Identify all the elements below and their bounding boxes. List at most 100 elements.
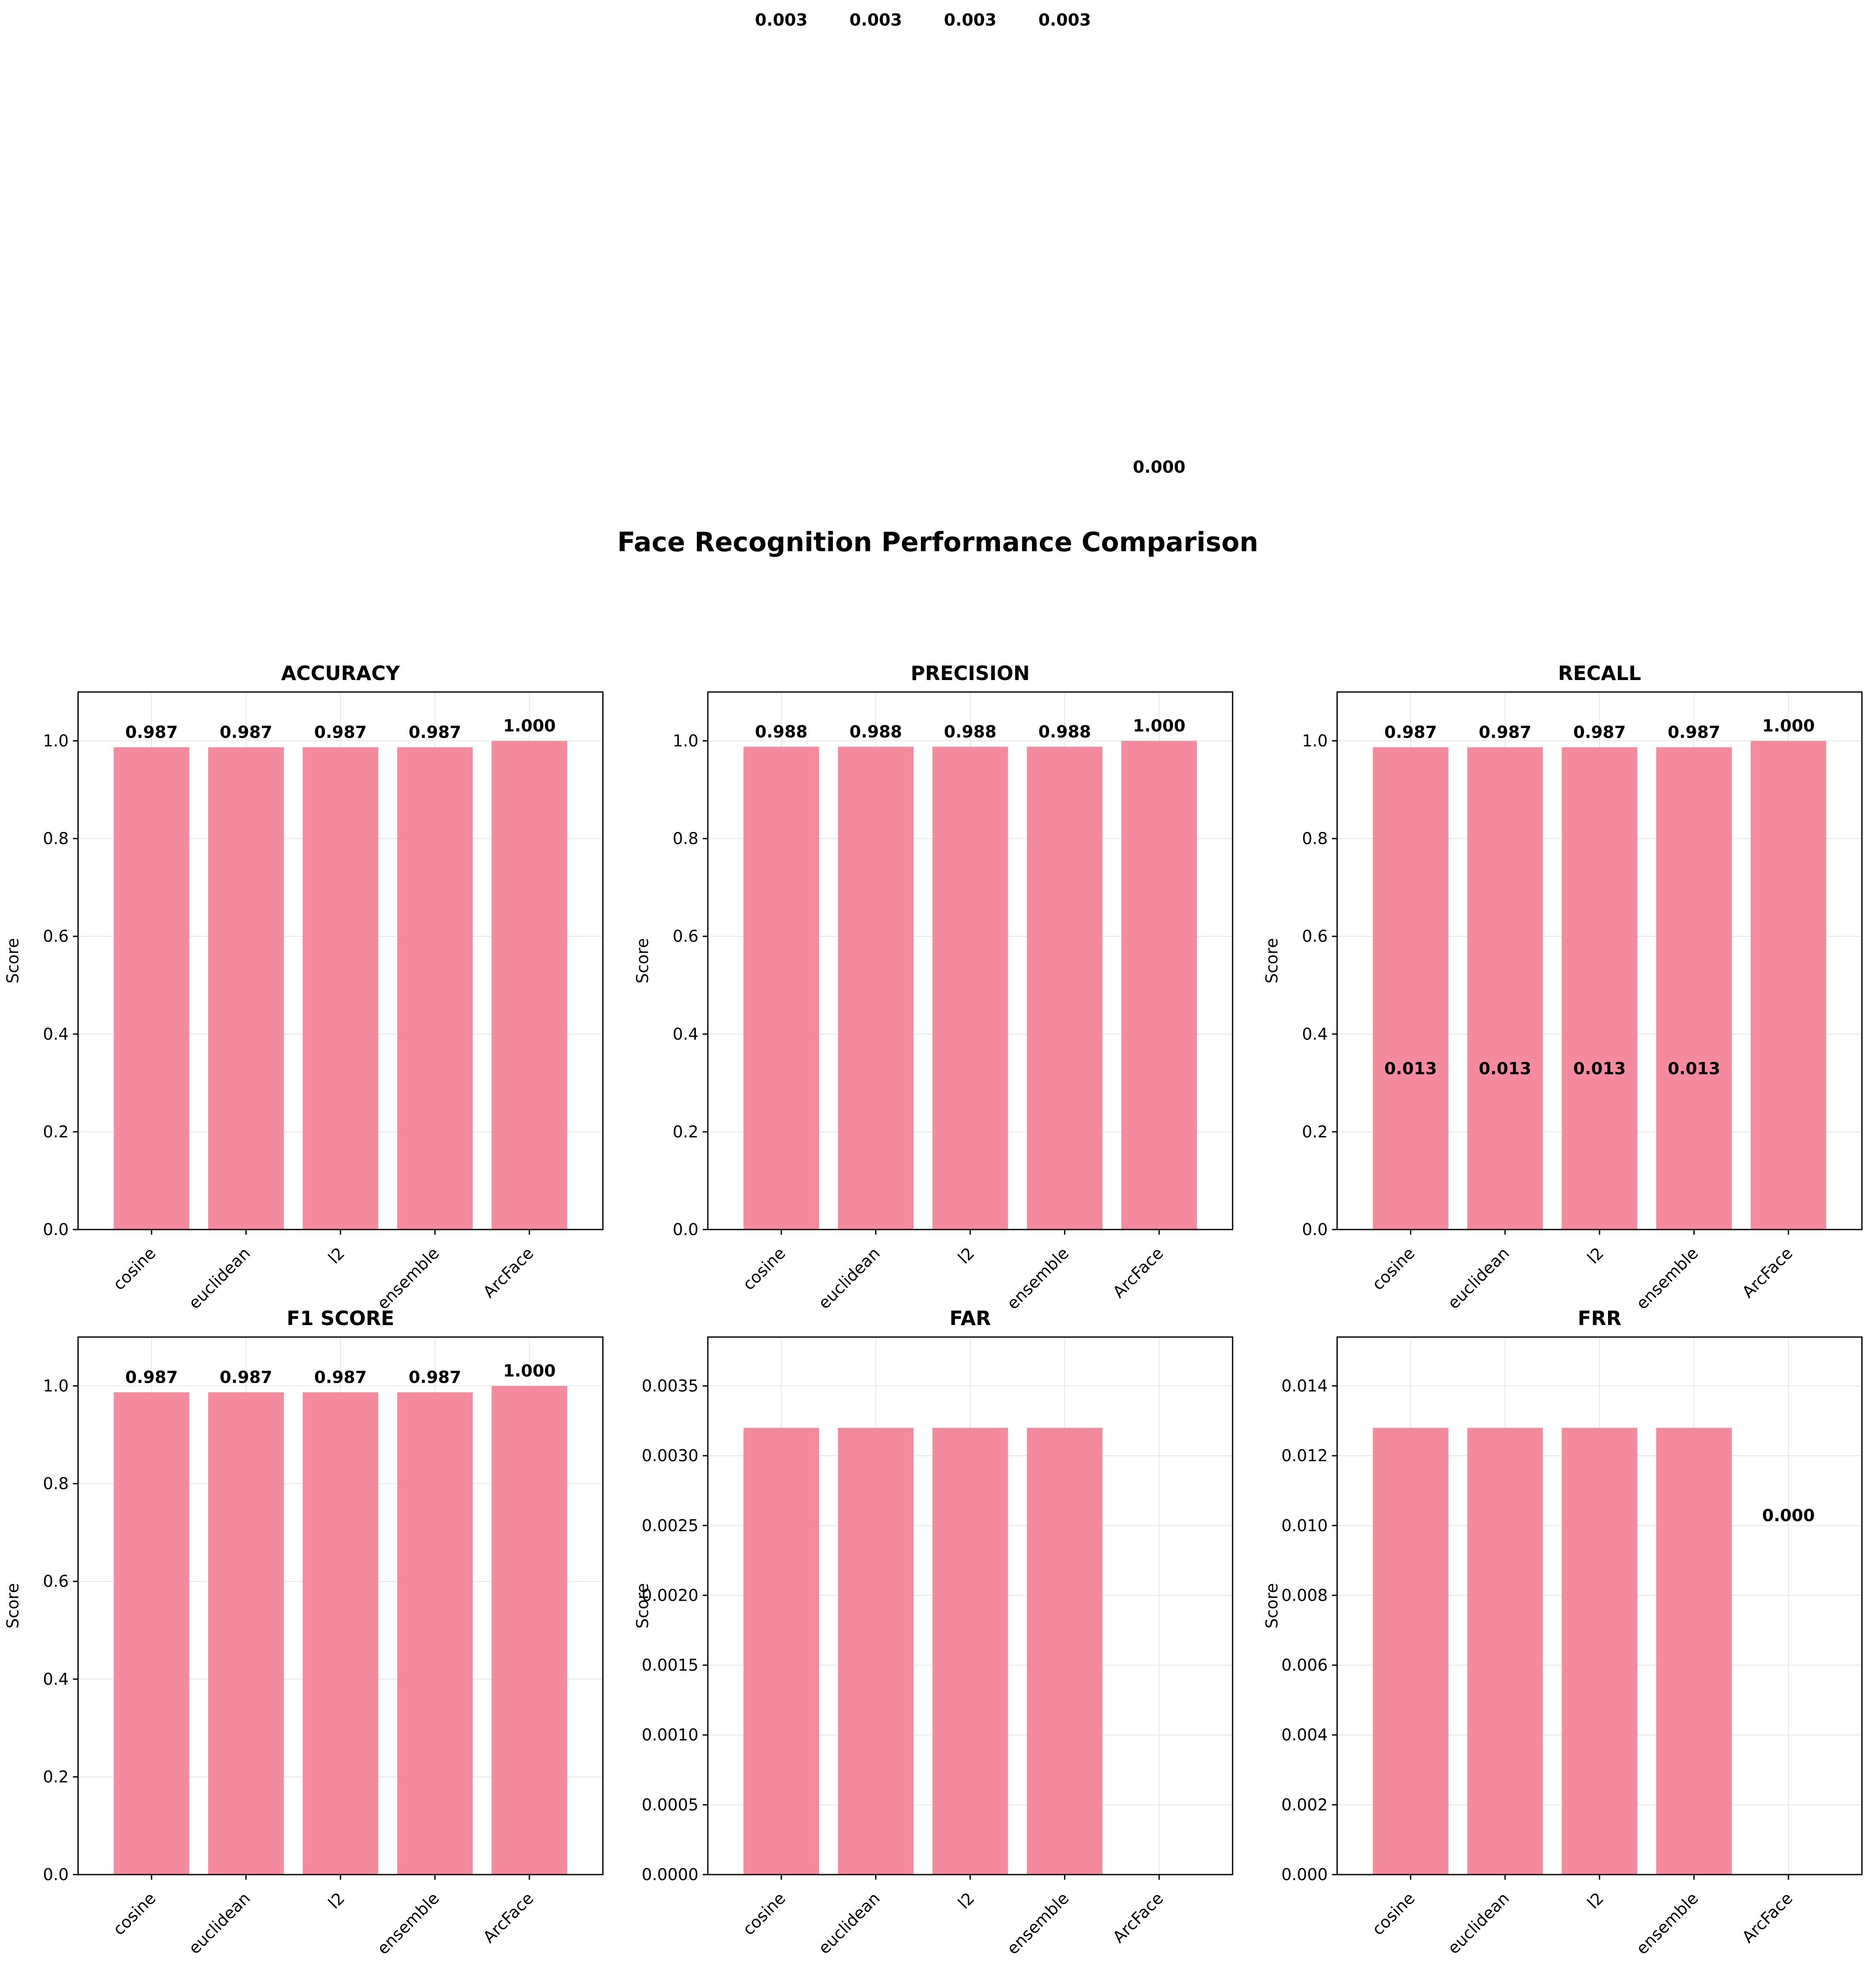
y-tick-label: 0.0 bbox=[43, 1865, 69, 1884]
y-tick-label: 0.6 bbox=[43, 927, 69, 946]
bar-ensemble bbox=[1027, 747, 1102, 1230]
chart-title: FAR bbox=[949, 1307, 991, 1330]
y-tick-label: 0.6 bbox=[1302, 927, 1328, 946]
chart-title: F1 SCORE bbox=[287, 1307, 394, 1330]
x-tick-label: ArcFace bbox=[1109, 1244, 1167, 1301]
bar-cosine bbox=[1373, 747, 1448, 1230]
annotation-label: 0.013 bbox=[1479, 1059, 1531, 1079]
bar-euclidean bbox=[208, 747, 284, 1230]
annotation-label: 0.013 bbox=[1573, 1059, 1626, 1079]
x-tick-label: euclidean bbox=[1444, 1244, 1513, 1312]
x-tick-label: cosine bbox=[109, 1244, 159, 1294]
y-tick-label: 0.6 bbox=[673, 927, 698, 946]
y-tick-label: 0.8 bbox=[1302, 829, 1328, 848]
bar-ArcFace bbox=[492, 1386, 567, 1875]
data-label: 0.988 bbox=[755, 722, 808, 741]
chart-title: ACCURACY bbox=[281, 662, 400, 685]
bar-ArcFace bbox=[492, 741, 567, 1230]
bar-ensemble bbox=[397, 1392, 473, 1875]
x-tick-label: cosine bbox=[1368, 1889, 1418, 1939]
chart-title: RECALL bbox=[1558, 662, 1641, 685]
bar-euclidean bbox=[1467, 1427, 1543, 1875]
data-label: 0.987 bbox=[125, 1368, 178, 1387]
chart-panel-recall: 0.0 0.2 0.4 0.6 0.8 1.0 cosine euclidean l2 ensem… bbox=[1262, 662, 1863, 1313]
y-tick-label: 0.008 bbox=[1281, 1586, 1328, 1605]
annotation-label: 0.000 bbox=[1762, 1506, 1815, 1525]
y-tick-label: 0.8 bbox=[673, 829, 698, 848]
chart-panel-f1-score: 0.0 0.2 0.4 0.6 0.8 1.0 cosine euclidean l2 ensem… bbox=[3, 1307, 604, 1958]
x-tick-label: ensemble bbox=[1003, 1244, 1072, 1313]
chart-panels: 0.0 0.2 0.4 0.6 0.8 1.0 cosine euclidean l2 ensem… bbox=[3, 11, 1863, 1958]
x-tick-label: euclidean bbox=[815, 1889, 884, 1957]
x-tick-label: cosine bbox=[739, 1889, 789, 1939]
annotation-label: 0.013 bbox=[1668, 1059, 1720, 1079]
bar-l2 bbox=[1562, 1427, 1638, 1875]
y-tick-label: 0.0015 bbox=[642, 1656, 698, 1675]
annotation-label: 0.013 bbox=[1384, 1059, 1437, 1079]
y-tick-label: 0.0030 bbox=[642, 1446, 698, 1465]
data-label: 0.987 bbox=[220, 723, 272, 742]
y-tick-label: 0.4 bbox=[43, 1670, 69, 1689]
bar-euclidean bbox=[208, 1392, 284, 1875]
data-label: 1.000 bbox=[503, 1362, 556, 1381]
x-tick-label: l2 bbox=[1584, 1244, 1608, 1268]
bar-cosine bbox=[113, 747, 189, 1230]
bar-l2 bbox=[932, 1427, 1008, 1875]
y-tick-label: 0.2 bbox=[43, 1122, 69, 1141]
x-tick-label: ensemble bbox=[1632, 1889, 1701, 1958]
y-tick-label: 0.6 bbox=[43, 1572, 69, 1591]
y-tick-label: 0.004 bbox=[1281, 1726, 1328, 1744]
y-tick-label: 0.2 bbox=[673, 1122, 698, 1141]
bar-cosine bbox=[743, 1427, 819, 1875]
x-tick-label: ArcFace bbox=[1109, 1889, 1167, 1946]
y-axis-label: Score bbox=[3, 938, 22, 983]
y-tick-label: 0.000 bbox=[1281, 1865, 1328, 1884]
y-axis-label: Score bbox=[1262, 938, 1281, 983]
data-label: 0.988 bbox=[1038, 722, 1091, 741]
x-tick-label: euclidean bbox=[185, 1889, 254, 1957]
chart-title: FRR bbox=[1578, 1307, 1621, 1330]
y-tick-label: 0.010 bbox=[1281, 1516, 1328, 1535]
x-tick-label: euclidean bbox=[815, 1244, 884, 1312]
data-label: 1.000 bbox=[503, 717, 556, 736]
bar-ArcFace bbox=[1121, 741, 1197, 1230]
data-label: 0.987 bbox=[1573, 723, 1626, 742]
y-tick-label: 0.8 bbox=[43, 829, 69, 848]
x-tick-label: l2 bbox=[954, 1889, 978, 1913]
x-tick-label: ArcFace bbox=[1739, 1244, 1796, 1301]
bar-ArcFace bbox=[1751, 741, 1827, 1230]
bar-ensemble bbox=[1027, 1427, 1102, 1875]
data-label: 0.987 bbox=[409, 723, 461, 742]
chart-title: PRECISION bbox=[910, 662, 1030, 685]
y-tick-label: 0.4 bbox=[43, 1025, 69, 1044]
data-label: 0.987 bbox=[1479, 723, 1531, 742]
bar-ensemble bbox=[1656, 747, 1732, 1230]
bar-ensemble bbox=[1656, 1427, 1732, 1875]
data-label: 0.988 bbox=[944, 722, 996, 741]
bar-ensemble bbox=[397, 747, 473, 1230]
bar-euclidean bbox=[838, 1427, 914, 1875]
y-tick-label: 1.0 bbox=[43, 1377, 69, 1395]
x-tick-label: ensemble bbox=[373, 1244, 442, 1313]
x-tick-label: euclidean bbox=[1444, 1889, 1513, 1957]
y-tick-label: 0.0 bbox=[673, 1220, 698, 1239]
bar-cosine bbox=[113, 1392, 189, 1875]
chart-panel-accuracy: 0.0 0.2 0.4 0.6 0.8 1.0 cosine euclidean l2 ensem… bbox=[3, 662, 604, 1313]
y-tick-label: 1.0 bbox=[673, 732, 698, 750]
bar-euclidean bbox=[1467, 747, 1543, 1230]
data-label: 0.987 bbox=[1668, 723, 1720, 742]
y-axis-label: Score bbox=[3, 1583, 22, 1628]
y-tick-label: 0.0005 bbox=[642, 1795, 698, 1814]
data-label: 0.003 bbox=[1038, 11, 1091, 30]
y-tick-label: 0.0000 bbox=[642, 1865, 698, 1884]
data-label: 0.987 bbox=[314, 1368, 366, 1387]
y-tick-label: 0.0 bbox=[1302, 1220, 1328, 1239]
y-tick-label: 0.0 bbox=[43, 1220, 69, 1239]
y-tick-label: 0.0025 bbox=[642, 1516, 698, 1535]
y-tick-label: 0.8 bbox=[43, 1474, 69, 1493]
x-tick-label: cosine bbox=[739, 1244, 789, 1294]
bar-l2 bbox=[932, 747, 1008, 1230]
y-axis-label: Score bbox=[633, 1583, 652, 1628]
x-tick-label: ensemble bbox=[373, 1889, 442, 1958]
